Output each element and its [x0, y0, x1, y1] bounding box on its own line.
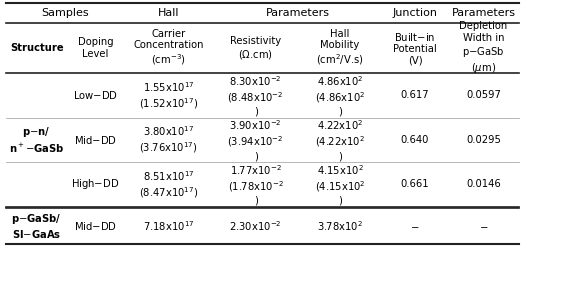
Text: Parameters: Parameters — [452, 8, 516, 18]
Text: Doping
Level: Doping Level — [77, 37, 113, 59]
Text: 3.80x10$^{17}$
(3.76x10$^{17}$): 3.80x10$^{17}$ (3.76x10$^{17}$) — [139, 124, 198, 155]
Text: 1.55x10$^{17}$
(1.52x10$^{17}$): 1.55x10$^{17}$ (1.52x10$^{17}$) — [139, 80, 198, 111]
Text: Structure: Structure — [10, 43, 63, 53]
Text: 4.15x10$^{2}$
(4.15x10$^{2}$
): 4.15x10$^{2}$ (4.15x10$^{2}$ ) — [315, 163, 365, 205]
Text: High$-$DD: High$-$DD — [71, 177, 119, 191]
Text: 0.0295: 0.0295 — [466, 135, 501, 145]
Text: Hall
Mobility
(cm$^2$/V.s): Hall Mobility (cm$^2$/V.s) — [316, 29, 364, 67]
Text: p$-$n/
n$^+$$-$GaSb: p$-$n/ n$^+$$-$GaSb — [9, 125, 65, 154]
Text: 0.0146: 0.0146 — [466, 179, 501, 189]
Text: Samples: Samples — [41, 8, 88, 18]
Text: p$-$GaSb/
SI$-$GaAs: p$-$GaSb/ SI$-$GaAs — [12, 212, 62, 240]
Text: 0.0597: 0.0597 — [466, 90, 501, 100]
Text: 3.78x10$^{2}$: 3.78x10$^{2}$ — [317, 219, 363, 233]
Text: Mid$-$DD: Mid$-$DD — [74, 220, 117, 232]
Text: 4.86x10$^{2}$
(4.86x10$^{2}$
): 4.86x10$^{2}$ (4.86x10$^{2}$ ) — [315, 74, 365, 117]
Text: 7.18x10$^{17}$: 7.18x10$^{17}$ — [143, 219, 194, 233]
Text: Parameters: Parameters — [266, 8, 330, 18]
Text: Low$-$DD: Low$-$DD — [73, 90, 118, 101]
Text: Hall: Hall — [158, 8, 179, 18]
Text: Junction: Junction — [392, 8, 438, 18]
Text: $-$: $-$ — [410, 221, 420, 231]
Text: Mid$-$DD: Mid$-$DD — [74, 134, 117, 146]
Text: 4.22x10$^{2}$
(4.22x10$^{2}$
): 4.22x10$^{2}$ (4.22x10$^{2}$ ) — [315, 119, 365, 161]
Text: Depletion
Width in
p$-$GaSb
($\mu$m): Depletion Width in p$-$GaSb ($\mu$m) — [459, 21, 508, 75]
Text: 3.90x10$^{-2}$
(3.94x10$^{-2}$
): 3.90x10$^{-2}$ (3.94x10$^{-2}$ ) — [228, 119, 284, 161]
Text: 0.661: 0.661 — [401, 179, 430, 189]
Text: 0.617: 0.617 — [401, 90, 430, 100]
Text: 0.640: 0.640 — [401, 135, 430, 145]
Text: 8.30x10$^{-2}$
(8.48x10$^{-2}$
): 8.30x10$^{-2}$ (8.48x10$^{-2}$ ) — [228, 74, 284, 117]
Text: Carrier
Concentration
(cm$^{-3}$): Carrier Concentration (cm$^{-3}$) — [133, 29, 204, 67]
Text: 8.51x10$^{17}$
(8.47x10$^{17}$): 8.51x10$^{17}$ (8.47x10$^{17}$) — [139, 169, 198, 200]
Text: Built$-$in
Potential
(V): Built$-$in Potential (V) — [393, 30, 437, 66]
Text: Resistivity
($\Omega$.cm): Resistivity ($\Omega$.cm) — [230, 36, 281, 61]
Text: $-$: $-$ — [479, 221, 488, 231]
Text: 1.77x10$^{-2}$
(1.78x10$^{-2}$
): 1.77x10$^{-2}$ (1.78x10$^{-2}$ ) — [228, 163, 283, 205]
Text: 2.30x10$^{-2}$: 2.30x10$^{-2}$ — [229, 219, 282, 233]
